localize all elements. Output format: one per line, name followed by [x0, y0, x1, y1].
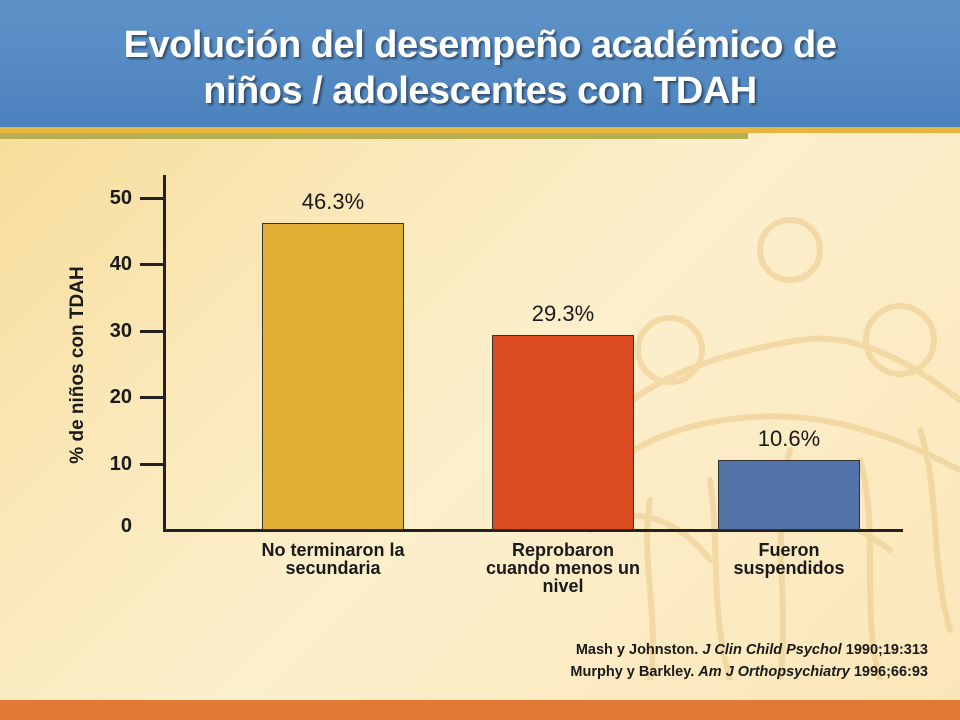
y-tick-mark [140, 197, 164, 200]
y-tick-mark [140, 462, 164, 466]
category-label-line: Fueron [758, 540, 820, 560]
background-figures-decoration [587, 217, 960, 680]
bar-1 [262, 222, 404, 530]
category-label-3: Fueron suspendidos [684, 541, 894, 577]
category-label-2: Reprobaron cuando menos un nivel [458, 541, 668, 595]
y-tick-mark [140, 329, 164, 333]
category-label-line: nivel [542, 576, 584, 596]
x-axis-line [163, 529, 903, 532]
y-tick-label: 50 [109, 187, 132, 209]
header-stripe-secondary [0, 133, 748, 139]
category-label-line: suspendidos [733, 558, 845, 578]
data-label-1: 46.3% [301, 188, 365, 214]
y-tick-mark [140, 396, 164, 400]
reference-2-authors: Murphy y Barkley. [570, 664, 695, 680]
y-tick-label: 10 [109, 452, 132, 475]
y-tick-label: 20 [109, 386, 132, 409]
references: Mash y Johnston. J Clin Child Psychol 19… [570, 639, 928, 683]
reference-1-citation: 1990;19:313 [845, 642, 928, 658]
bar-3 [718, 459, 860, 530]
reference-1-authors: Mash y Johnston. [575, 642, 699, 658]
category-label-line: cuando menos un [485, 558, 640, 578]
reference-2-citation: 1996;66:93 [853, 664, 928, 680]
y-tick-label: 30 [109, 319, 132, 342]
bottom-bar [0, 700, 960, 720]
reference-2: Murphy y Barkley. Am J Orthopsychiatry 1… [570, 661, 928, 683]
y-axis-line [163, 175, 166, 531]
reference-2-journal: Am J Orthopsychiatry [698, 664, 850, 680]
y-tick-label: 0 [120, 515, 132, 537]
category-label-line: Reprobaron [511, 540, 614, 560]
title-line-2: niños / adolescentes con TDAH [203, 70, 757, 112]
category-label-line: secundaria [285, 558, 381, 578]
data-label-2: 29.3% [531, 301, 595, 327]
category-label-line: No terminaron la [261, 540, 405, 560]
category-label-1: No terminaron la secundaria [228, 541, 438, 577]
reference-1-journal: J Clin Child Psychol [702, 642, 842, 658]
y-tick-label: 40 [109, 253, 132, 276]
bar-2 [492, 335, 634, 530]
y-tick-mark [140, 263, 164, 267]
y-axis-label: % de niños con TDAH [67, 266, 88, 464]
title-line-1: Evolución del desempeño académico de [123, 24, 837, 66]
header-stripe [0, 127, 960, 133]
reference-1: Mash y Johnston. J Clin Child Psychol 19… [570, 639, 928, 661]
slide-header [0, 0, 960, 127]
slide-title: Evolución del desempeño académico de niñ… [0, 22, 960, 114]
data-label-3: 10.6% [757, 425, 821, 451]
